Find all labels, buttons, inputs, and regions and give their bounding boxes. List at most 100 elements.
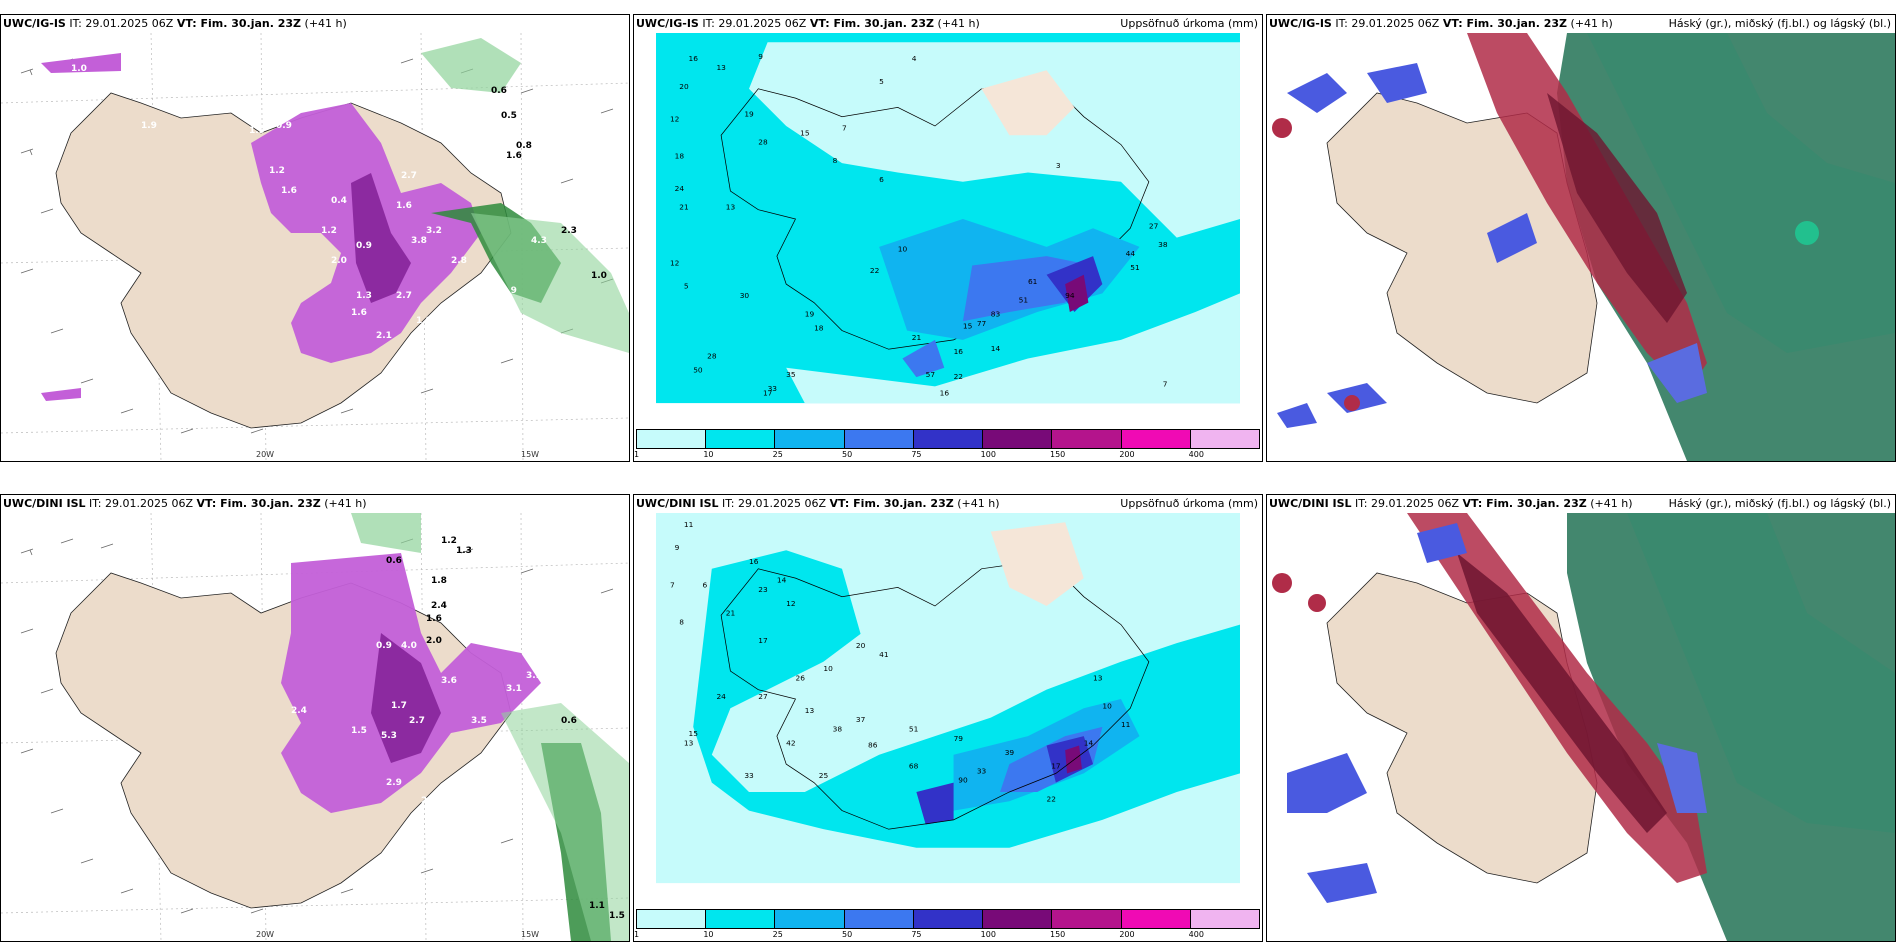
val: 77	[977, 319, 987, 328]
val: 1.0	[591, 271, 607, 281]
val: 1.0	[71, 64, 87, 74]
panel-subtitle: Uppsöfnuð úrkoma (mm)	[1120, 17, 1258, 30]
panel-clouds-igis: UWC/IG-IS IT: 29.01.2025 06Z VT: Fim. 30…	[1266, 14, 1896, 462]
legend-colorbar	[636, 909, 1260, 929]
val: 1.6	[351, 308, 367, 318]
val: 8	[833, 156, 838, 165]
val: 6	[703, 580, 708, 589]
val: 10	[823, 664, 833, 673]
val: 5.3	[381, 731, 397, 741]
val: 17	[763, 389, 773, 398]
legend-swatch	[637, 430, 707, 448]
legend-tick: 100	[980, 450, 996, 459]
val: 79	[954, 734, 964, 743]
val: 15	[800, 128, 810, 137]
val: 22	[870, 266, 879, 275]
legend-tick: 10	[703, 930, 714, 939]
val: 12	[670, 258, 679, 267]
val: 2.4	[431, 601, 447, 611]
val: 13	[1093, 673, 1103, 682]
legend-swatch	[1121, 430, 1191, 448]
val: 19	[805, 310, 815, 319]
val: 3.9	[526, 671, 542, 681]
val: 44	[1126, 249, 1136, 258]
val: 0.9	[356, 241, 372, 251]
val: 22	[1047, 794, 1056, 803]
val: 18	[675, 152, 685, 161]
legend-swatch	[983, 430, 1053, 448]
wind-map: 1.2 1.3 1.8 2.4 1.6 0.6 2.0 4.0 0.9 3.6 …	[1, 513, 629, 941]
val: 7	[842, 124, 847, 133]
precip-map: 11 9 7 6 16 14 21 23 12 17 10 13 8 20 41…	[656, 513, 1240, 884]
legend-tick: 150	[1050, 930, 1066, 939]
wind-map: 1.0 1.9 0.9 1.2 1.6 0.4 2.7 1.6 3.2 3.8 …	[1, 33, 629, 461]
legend-swatch	[1190, 910, 1259, 928]
panel-precip-igis: UWC/IG-IS IT: 29.01.2025 06Z VT: Fim. 30…	[633, 14, 1263, 462]
val: 19	[744, 110, 754, 119]
val: 33	[977, 766, 987, 775]
val: 2.0	[331, 256, 347, 266]
panel-header: UWC/DINI ISL IT: 29.01.2025 06Z VT: Fim.…	[3, 497, 367, 510]
val: 16	[749, 557, 759, 566]
legend-swatch	[983, 910, 1053, 928]
val: 12	[670, 114, 679, 123]
legend-swatch	[1190, 430, 1259, 448]
val: 9	[675, 543, 680, 552]
legend-swatch	[775, 430, 845, 448]
val: 38	[833, 725, 843, 734]
panel-wind-precip-dini: UWC/DINI ISL IT: 29.01.2025 06Z VT: Fim.…	[0, 494, 630, 942]
val: 24	[716, 692, 726, 701]
legend-tick: 100	[980, 930, 996, 939]
val: 16	[954, 347, 964, 356]
lon-label: 15W	[521, 450, 540, 459]
val: 2.0	[426, 636, 442, 646]
panel-subtitle: Uppsöfnuð úrkoma (mm)	[1120, 497, 1258, 510]
val: 0.6	[491, 86, 507, 96]
val: 61	[1028, 277, 1038, 286]
val: 2.3	[561, 226, 577, 236]
val: 20	[679, 82, 689, 91]
val: 51	[909, 725, 919, 734]
val: 1.7	[391, 701, 407, 711]
panel-subtitle: Háský (gr.), miðský (fj.bl.) og lágský (…	[1668, 497, 1891, 510]
val: 26	[795, 673, 805, 682]
val: 13	[805, 706, 815, 715]
val: 14	[777, 576, 787, 585]
val: 6.9	[501, 286, 517, 296]
val: 7	[670, 580, 675, 589]
val: 4.0	[401, 641, 417, 651]
legend-tick: 10	[703, 450, 714, 459]
legend-tick: 75	[911, 450, 922, 459]
val: 1.2	[441, 536, 457, 546]
val: 1.5	[609, 911, 625, 921]
val: 1.5	[351, 726, 367, 736]
val: 21	[912, 333, 922, 342]
precip-legend: 1 10 25 50 75 100 150 200 400	[634, 429, 1260, 459]
panel-header: UWC/IG-IS IT: 29.01.2025 06Z VT: Fim. 30…	[3, 17, 347, 30]
val: 1.9	[416, 316, 432, 326]
val: 3.1	[506, 684, 522, 694]
val: 2.9	[386, 778, 402, 788]
panel-clouds-dini: UWC/DINI ISL IT: 29.01.2025 06Z VT: Fim.…	[1266, 494, 1896, 942]
legend-swatch	[637, 910, 707, 928]
val: 1.8	[431, 576, 447, 586]
val: 17	[758, 636, 768, 645]
legend-swatch	[1121, 910, 1191, 928]
precip-map: 16 13 9 4 20 5 12 19 15 7 3 18 28 8 6 24…	[656, 33, 1240, 404]
val: 1.3	[356, 291, 372, 301]
val: 5	[684, 282, 689, 291]
val: 11	[684, 520, 694, 529]
val: 12	[786, 599, 795, 608]
val: 1.3	[456, 546, 472, 556]
val: 2.7	[401, 171, 417, 181]
legend-tick: 25	[772, 930, 783, 939]
val: 11	[1121, 720, 1131, 729]
val: 0.4	[331, 196, 347, 206]
val: 3.5	[471, 716, 487, 726]
legend-tick: 25	[772, 450, 783, 459]
val: 38	[1158, 240, 1168, 249]
val: 2.7	[409, 716, 425, 726]
val: 15	[963, 322, 973, 331]
val: 20	[856, 641, 866, 650]
legend-swatch	[844, 910, 914, 928]
